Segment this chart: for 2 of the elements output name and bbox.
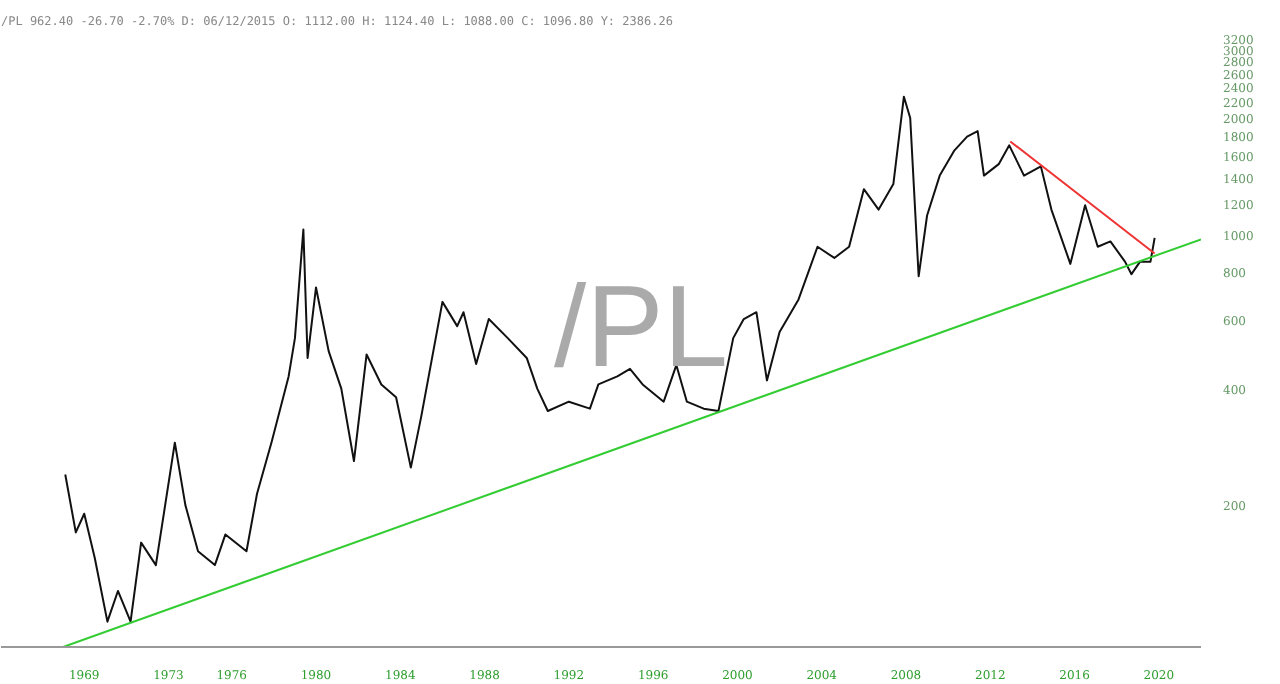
text: /PL bbox=[553, 262, 729, 392]
line-series bbox=[64, 95, 1156, 623]
